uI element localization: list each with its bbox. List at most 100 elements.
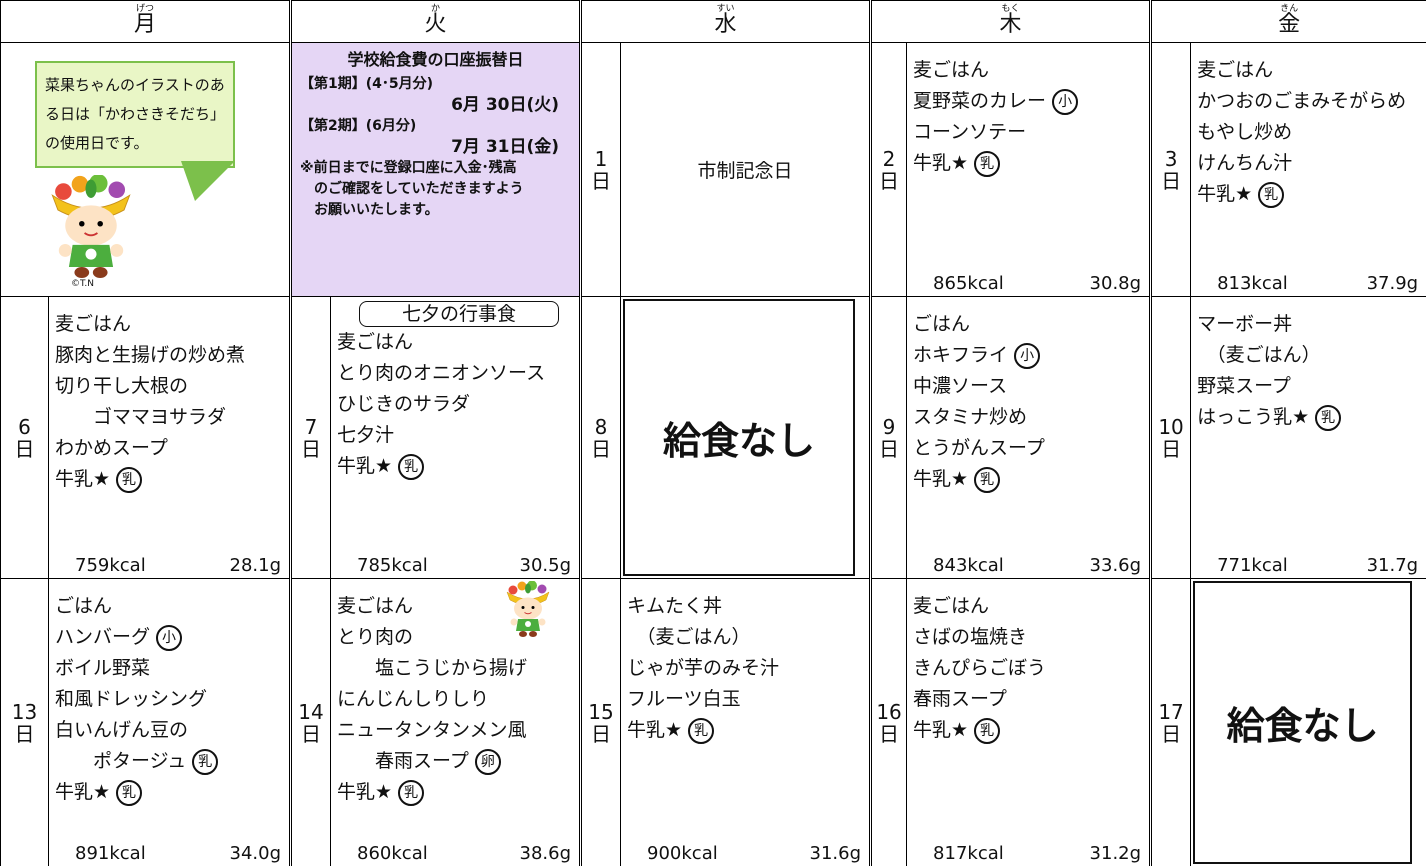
allergen-mark: 乳 (974, 150, 1001, 177)
menu-cell: 麦ごはん 夏野菜のカレー小コーンソテー 牛乳★ 乳 865kcal 30.8g (906, 42, 1152, 297)
menu-cell: 給食なし (1190, 578, 1426, 866)
menu-cell: 麦ごはん さばの塩焼き きんぴらごぼう 春雨スープ 牛乳★ 乳 817kcal 31.2g (906, 578, 1152, 866)
date-suffix: 日 (14, 721, 35, 746)
protein: 31.7g (1366, 555, 1419, 576)
protein: 38.6g (519, 843, 572, 864)
menu-text: もやし炒め (1197, 121, 1293, 143)
protein: 34.0g (229, 843, 282, 864)
menu-text: ゴママヨサラダ (55, 406, 227, 428)
mascot-box (503, 580, 553, 643)
menu-item: ゴママヨサラダ (55, 402, 289, 433)
menu-item: じゃが芋のみそ汁 (627, 653, 869, 684)
allergen-mark: 乳 (1258, 181, 1285, 208)
week-row: 13 日ごはん ハンバーグ小ボイル野菜 和風ドレッシング 白いんげん豆の ポタージュ乳牛… (0, 578, 1426, 866)
menu-list: ごはん ホキフライ小中濃ソース スタミナ炒め とうがんスープ 牛乳★ 乳 (907, 297, 1149, 495)
menu-text: 牛乳★ (55, 781, 111, 803)
day-label: 木 (999, 12, 1022, 37)
menu-box: ごはん ハンバーグ小ボイル野菜 和風ドレッシング 白いんげん豆の ポタージュ乳牛乳★ 乳… (49, 579, 289, 866)
payment-line: 【第2期】(6月分) (300, 118, 417, 134)
menu-list: 麦ごはん とり肉のオニオンソース ひじきのサラダ 七夕汁 牛乳★ 乳 (331, 327, 579, 482)
menu-text: 七夕汁 (337, 424, 395, 446)
menu-item: さばの塩焼き (913, 622, 1149, 653)
menu-text: はっこう乳★ (1197, 406, 1310, 428)
date-suffix: 日 (1161, 436, 1182, 461)
menu-text: 牛乳★ (913, 719, 969, 741)
menu-text: とり肉の (337, 626, 414, 648)
date: 14 日 (292, 579, 330, 866)
mascot (51, 174, 131, 279)
menu-list: 麦ごはん 夏野菜のカレー小コーンソテー 牛乳★ 乳 (907, 43, 1149, 179)
day-label: 水 (714, 12, 737, 37)
mascot-box (45, 174, 137, 285)
date-suffix: 日 (591, 721, 612, 746)
no-lunch: 給食なし (623, 299, 856, 576)
payment-line: 7月 31日(金) (451, 137, 560, 157)
menu-item: 麦ごはん (913, 591, 1149, 622)
date-suffix: 日 (14, 436, 35, 461)
menu-item: フルーツ白玉 (627, 684, 869, 715)
menu-box: 給食なし (621, 297, 869, 578)
menu-text: ひじきのサラダ (337, 393, 471, 415)
menu-item: （麦ごはん） (1197, 340, 1426, 371)
menu-item: にんじんしりしり (337, 684, 579, 715)
menu-text: 春雨スープ (337, 750, 469, 772)
date-number: 16 (876, 699, 902, 724)
menu-box: ごはん ホキフライ小中濃ソース スタミナ炒め とうがんスープ 牛乳★ 乳 843kcal 33… (907, 297, 1149, 578)
menu-list: 麦ごはん とり肉の 塩こうじから揚げ にんじんしりしり ニュータンタンメン風 春雨スー… (331, 579, 579, 808)
week-row: 菜果ちゃんのイラストのある日は「かわさきそだち」の使用日です。 ©T.N 学校給食… (0, 42, 1426, 297)
credit: ©T.N (71, 279, 95, 289)
menu-text: きんぴらごぼう (913, 657, 1047, 679)
menu-box: キムたく丼 （麦ごはん） じゃが芋のみそ汁 フルーツ白玉 牛乳★ 乳 900kcal 31.… (621, 579, 869, 866)
protein: 31.6g (809, 843, 862, 864)
menu-item: 春雨スープ卵 (337, 746, 579, 777)
date: 17 日 (1152, 579, 1190, 866)
payment-notice: ※前日までに登録口座に入金･残高 (300, 160, 517, 176)
date: 13 日 (1, 579, 48, 866)
menu-item: 牛乳★ 乳 (55, 777, 289, 808)
menu-cell: 麦ごはん とり肉の 塩こうじから揚げ にんじんしりしり ニュータンタンメン風 春雨スー… (330, 578, 582, 866)
menu-box: 市制記念日 (621, 43, 869, 296)
menu-item: ホキフライ小 (913, 340, 1149, 371)
nutrition: 813kcal 37.9g (1217, 273, 1418, 294)
menu-item: 野菜スープ (1197, 371, 1426, 402)
menu-text: 麦ごはん (337, 595, 414, 617)
payment-line: 6月 30日(火) (451, 95, 560, 115)
kcal: 785kcal (357, 555, 428, 576)
menu-item: 牛乳★ 乳 (913, 715, 1149, 746)
menu-item: 麦ごはん (337, 327, 579, 358)
date-number: 13 (11, 699, 38, 724)
date-number: 14 (298, 699, 324, 724)
menu-text: 夏野菜のカレー (913, 90, 1047, 112)
kcal: 843kcal (933, 555, 1004, 576)
menu-box: 給食なし (1191, 579, 1426, 866)
date-suffix: 日 (591, 436, 612, 461)
kcal: 813kcal (1217, 273, 1288, 294)
menu-text: 春雨スープ (913, 688, 1007, 710)
menu-text: スタミナ炒め (913, 406, 1028, 428)
menu-text: 麦ごはん (913, 595, 990, 617)
menu-list: マーボー丼 （麦ごはん） 野菜スープ はっこう乳★ 乳 (1191, 297, 1426, 433)
payment-notice: のご確認をしていただきますよう (314, 181, 524, 197)
menu-text: 牛乳★ (1197, 183, 1253, 205)
menu-item: 中濃ソース (913, 371, 1149, 402)
date-number: 15 (588, 699, 614, 724)
menu-item: 牛乳★ 乳 (627, 715, 869, 746)
allergen-mark: 乳 (116, 466, 143, 493)
menu-text: 麦ごはん (913, 59, 990, 81)
note-box: 菜果ちゃんのイラストのある日は「かわさきそだち」の使用日です。 ©T.N (1, 43, 289, 296)
payment-note: 学校給食費の口座振替日 【第1期】(4･5月分) 6月 30日(火) 【第2期】(6月… (289, 42, 582, 297)
menu-box: 麦ごはん 夏野菜のカレー小コーンソテー 牛乳★ 乳 865kcal 30.8g (907, 43, 1149, 296)
menu-item: 麦ごはん (55, 309, 289, 340)
nutrition: 860kcal 38.6g (357, 843, 571, 864)
protein: 31.2g (1089, 843, 1142, 864)
day-header: げつ月 (0, 0, 292, 43)
kcal: 891kcal (75, 843, 146, 864)
date-cell: 17 日 (1149, 578, 1192, 866)
menu-box: 麦ごはん さばの塩焼き きんぴらごぼう 春雨スープ 牛乳★ 乳 817kcal 31.2g (907, 579, 1149, 866)
